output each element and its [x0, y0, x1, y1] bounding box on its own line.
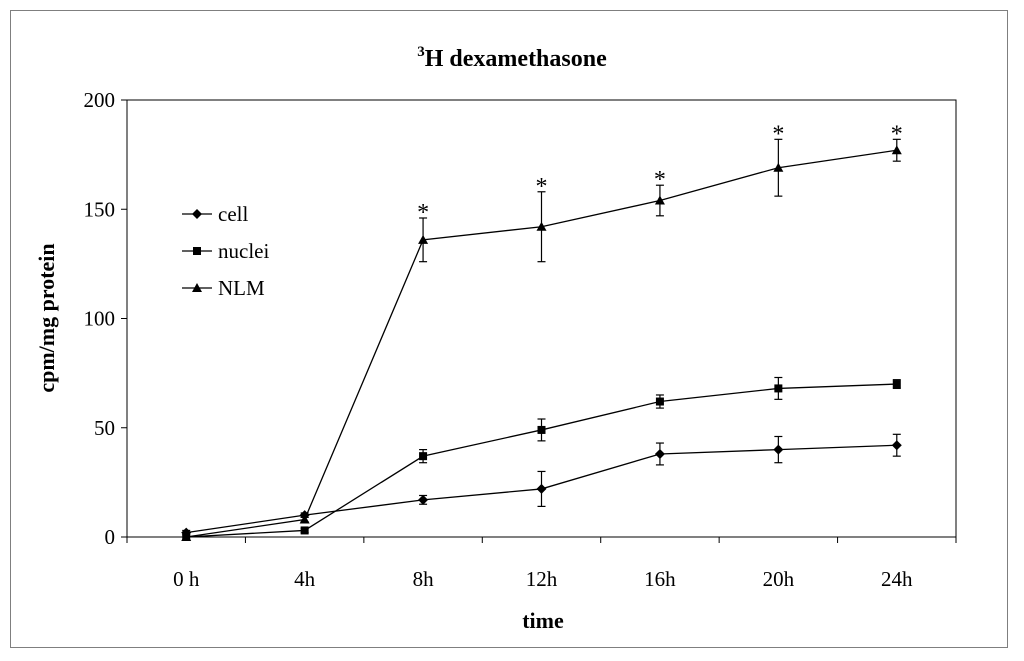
data-point [536, 483, 547, 494]
x-tick-label: 20h [763, 567, 795, 591]
series-layer: * * * * * [181, 121, 903, 541]
chart-frame [10, 10, 1008, 648]
series-nuclei [182, 376, 901, 541]
axes: 0 50 100 150 200 0 h 4h 8h 12h 16h 20h 24h [84, 88, 957, 591]
data-point [418, 234, 429, 244]
data-point [299, 514, 310, 524]
y-tick-label: 150 [84, 197, 116, 221]
series-line [186, 383, 897, 538]
y-tick-label: 0 [105, 525, 116, 549]
legend-item-nlm: NLM [182, 276, 265, 300]
legend-marker [192, 283, 202, 292]
data-point [181, 532, 192, 541]
data-point [300, 526, 309, 535]
legend-marker [193, 247, 201, 255]
legend-label: NLM [218, 276, 265, 300]
data-point [774, 384, 783, 393]
significance-marker: * [417, 200, 429, 226]
data-point [773, 444, 784, 455]
significance-marker: * [891, 121, 903, 147]
data-point [536, 221, 547, 231]
x-tick-label: 0 h [173, 567, 200, 591]
series-nlm: * * * * * [181, 121, 903, 541]
chart-title-text: H dexamethasone [425, 46, 607, 72]
data-point [891, 145, 902, 155]
x-tick-label: 4h [294, 567, 316, 591]
data-point [419, 452, 428, 461]
x-tick-label: 16h [644, 567, 676, 591]
legend-item-cell: cell [182, 202, 248, 226]
x-tick-label: 24h [881, 567, 913, 591]
y-axis-label: cpm/mg protein [34, 243, 59, 392]
x-tick-label: 12h [526, 567, 558, 591]
x-tick-label: 8h [413, 567, 435, 591]
legend: cell nuclei NLM [182, 202, 269, 300]
significance-marker: * [654, 167, 666, 193]
legend-marker [192, 209, 202, 219]
y-tick-label: 50 [94, 416, 115, 440]
chart-title-superscript: 3 [417, 44, 425, 60]
legend-label: cell [218, 202, 248, 226]
significance-marker: * [536, 174, 548, 200]
significance-marker: * [772, 121, 784, 147]
data-point [891, 440, 902, 451]
data-point [892, 380, 901, 389]
data-point [654, 448, 665, 459]
data-point [773, 162, 784, 172]
data-point [654, 195, 665, 205]
legend-label: nuclei [218, 239, 269, 263]
legend-item-nuclei: nuclei [182, 239, 269, 263]
data-point [537, 425, 546, 434]
x-axis-label: time [522, 608, 564, 633]
chart-title: 3H dexamethasone [417, 44, 607, 72]
data-point [655, 397, 664, 406]
y-tick-label: 200 [84, 88, 116, 112]
y-tick-label: 100 [84, 307, 116, 331]
data-point [418, 494, 429, 505]
